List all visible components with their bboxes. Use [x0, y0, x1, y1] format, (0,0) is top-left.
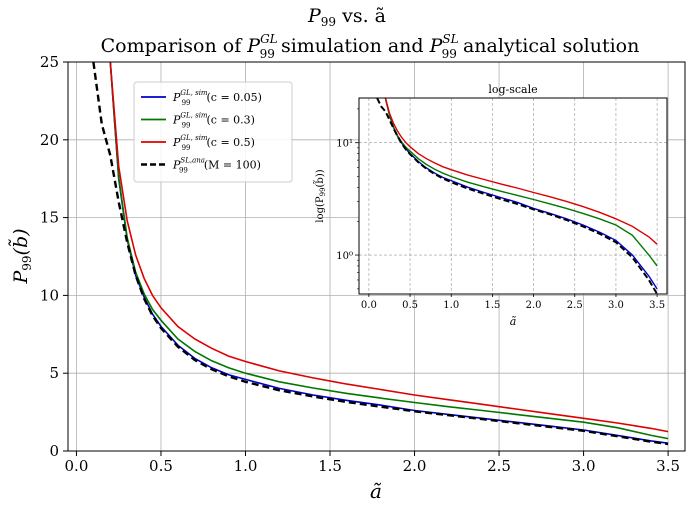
chart-subtitle: Comparison of PGL 99 simulation and PSL 99… [101, 32, 640, 61]
inset-x-tick-label: 2.0 [526, 300, 542, 311]
series-line-2 [109, 62, 669, 433]
x-tick-label: 1.0 [234, 457, 258, 475]
inset-x-axis-label: ã [510, 315, 517, 328]
y-tick-label: 25 [40, 53, 59, 71]
x-tick-label: 2.0 [403, 457, 427, 475]
inset-x-tick-label: 1.5 [484, 300, 500, 311]
inset-series-line-2 [384, 98, 658, 245]
inset-y-axis-label: log(P99(b̃)) [313, 169, 327, 222]
legend-label: PGL, sim 99 (c = 0.5) [172, 134, 255, 152]
x-tick-label: 3.0 [572, 457, 596, 475]
y-tick-label: 10 [40, 286, 59, 304]
inset-y-tick-label: 10⁰ [336, 251, 353, 262]
main-ticks: 0.0 0.5 1.0 1.5 2.0 2.5 3.0 3.5 0 5 10 15 20 25 [40, 53, 680, 475]
inset-ticks: 0.0 0.5 1.0 1.5 2.0 2.5 3.0 3.5 10⁰ 10¹ [336, 108, 665, 311]
y-axis-label: P99(b̃) [9, 228, 34, 284]
legend-label: PGL, sim 99 (c = 0.05) [172, 89, 262, 107]
legend: PGL, sim 99 (c = 0.05) PGL, sim 99 (c = 0.3) P… [133, 81, 293, 183]
inset-title: log-scale [488, 83, 537, 96]
x-tick-label: 0.5 [149, 457, 173, 475]
y-tick-label: 20 [40, 131, 59, 149]
inset-x-tick-label: 0.0 [361, 300, 377, 311]
legend-label: PSL,ana 99 (M = 100) [172, 157, 261, 175]
legend-label: PGL, sim 99 (c = 0.3) [172, 112, 255, 130]
x-tick-label: 1.5 [318, 457, 342, 475]
series-line-3 [92, 62, 669, 446]
y-tick-label: 0 [49, 442, 59, 460]
inset-x-tick-label: 0.5 [402, 300, 418, 311]
inset-plot-lines [376, 98, 658, 294]
x-tick-label: 0.0 [65, 457, 89, 475]
inset-x-tick-label: 3.5 [649, 300, 665, 311]
main-plot-lines [92, 62, 669, 446]
y-tick-label: 15 [40, 209, 59, 227]
y-tick-label: 5 [49, 364, 59, 382]
inset-x-tick-label: 1.0 [443, 300, 459, 311]
inset-x-tick-label: 3.0 [608, 300, 624, 311]
x-tick-label: 2.5 [487, 457, 511, 475]
inset-series-line-3 [376, 98, 658, 294]
inset-grid [359, 98, 667, 294]
inset-frame [358, 97, 668, 295]
series-line-1 [109, 62, 669, 440]
x-axis-label: ã [370, 479, 382, 503]
inset-y-tick-label: 10¹ [336, 139, 353, 150]
inset-chart: log-scale 0.0 0.5 1.0 1.5 2.0 2.5 3.0 3.5 10⁰ 10¹… [313, 83, 668, 328]
main-plot-frame [67, 61, 686, 452]
inset-x-tick-label: 2.5 [567, 300, 583, 311]
x-tick-label: 3.5 [656, 457, 680, 475]
chart-title: P99 vs. ã [307, 5, 386, 29]
